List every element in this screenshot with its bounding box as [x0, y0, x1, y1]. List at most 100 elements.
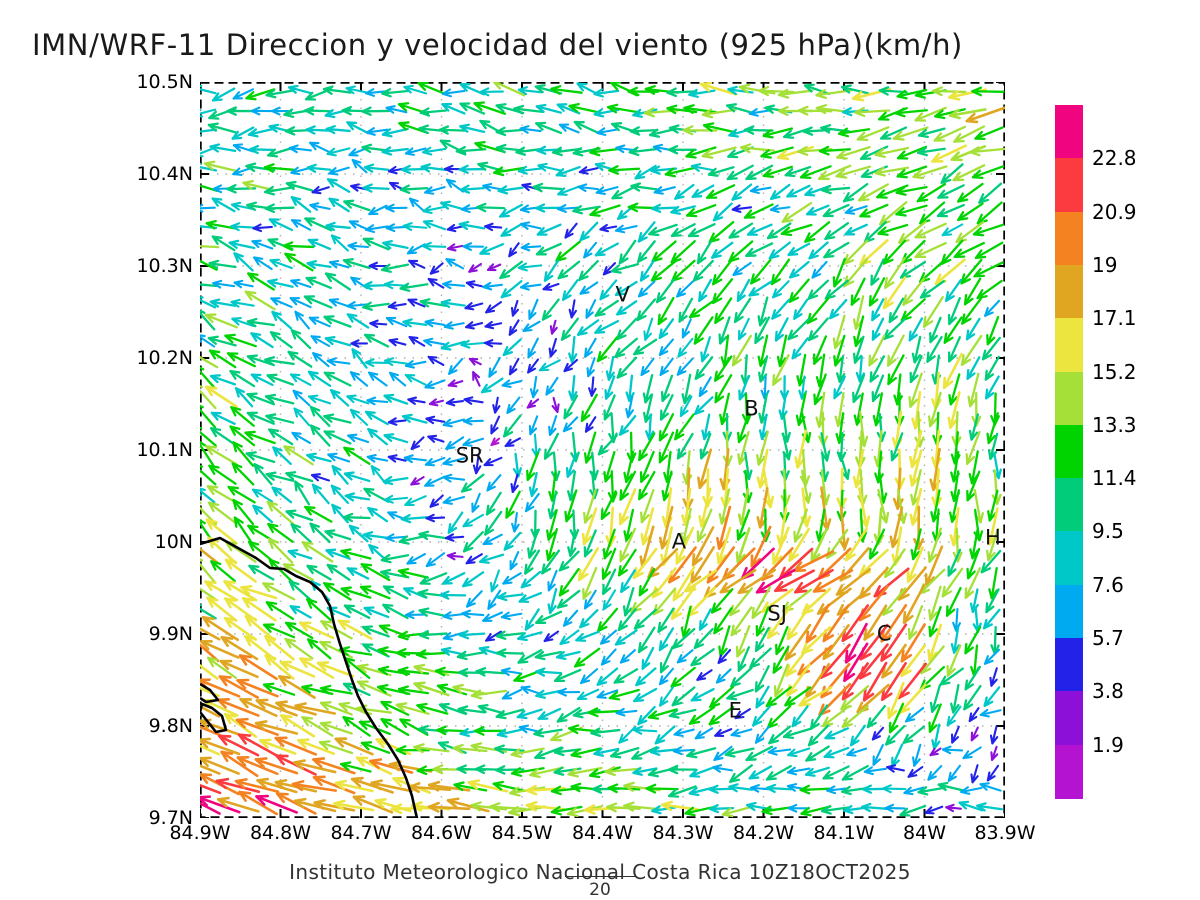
wind-arrow	[362, 281, 390, 291]
wind-arrow	[608, 165, 641, 175]
colorbar-segment	[1055, 744, 1083, 799]
wind-arrow	[458, 164, 486, 175]
wind-arrow	[728, 222, 754, 239]
wind-arrow	[965, 106, 1005, 124]
wind-arrow	[268, 218, 294, 232]
wind-arrow	[836, 145, 871, 160]
wind-arrow	[205, 219, 238, 230]
wind-arrow	[599, 279, 618, 301]
colorbar-segment	[1055, 318, 1083, 373]
wind-arrow	[209, 143, 237, 153]
wind-arrow	[573, 120, 601, 135]
page-title: IMN/WRF-11 Direccion y velocidad del vie…	[32, 28, 963, 62]
wind-arrow	[200, 127, 217, 137]
wind-arrow	[535, 242, 562, 256]
wind-arrow	[455, 145, 487, 156]
wind-arrow	[288, 144, 312, 154]
wind-arrow	[880, 126, 908, 140]
wind-arrow	[308, 316, 331, 328]
wind-arrow	[404, 360, 427, 369]
wind-arrow	[250, 332, 274, 349]
wind-arrow	[200, 184, 219, 192]
wind-arrow	[933, 125, 967, 142]
wind-arrow	[408, 197, 426, 213]
wind-arrow	[303, 106, 333, 116]
wind-arrow	[369, 319, 388, 329]
wind-arrow	[362, 237, 390, 251]
wind-arrow	[269, 258, 293, 270]
footer-page-number: 20	[589, 880, 611, 900]
wind-arrow	[606, 103, 641, 114]
wind-arrow	[211, 197, 236, 213]
wind-arrow	[328, 298, 350, 308]
wind-arrow	[543, 259, 560, 282]
wind-arrow	[440, 200, 467, 211]
wind-arrow	[535, 121, 563, 135]
colorbar-tick-label: 19	[1092, 252, 1118, 277]
wind-arrow	[519, 125, 542, 134]
wind-arrow	[388, 338, 407, 347]
wind-arrow	[403, 84, 428, 95]
wind-arrow	[594, 299, 619, 317]
wind-arrow	[381, 146, 409, 156]
wind-arrow	[420, 163, 448, 173]
wind-arrow	[464, 302, 484, 311]
wind-arrow	[743, 203, 774, 219]
wind-arrow	[446, 223, 464, 233]
wind-arrow	[688, 299, 716, 319]
wind-arrow	[711, 258, 734, 286]
wind-arrow	[957, 202, 984, 222]
colorbar-segment	[1055, 691, 1083, 746]
wind-arrow	[551, 146, 583, 157]
wind-arrow	[618, 239, 637, 265]
wind-arrow	[230, 201, 255, 211]
wind-arrow	[934, 108, 966, 120]
wind-arrow	[200, 296, 217, 309]
wind-arrow	[427, 355, 445, 366]
wind-arrow	[766, 222, 792, 240]
wind-arrow	[399, 184, 429, 194]
wind-arrow	[599, 223, 618, 233]
wind-arrow	[532, 182, 564, 193]
wind-arrow	[953, 125, 986, 143]
wind-arrow	[568, 299, 578, 319]
x-axis-tick-label: 84.2W	[732, 822, 795, 844]
colorbar-tick-label: 20.9	[1092, 199, 1137, 224]
wind-arrow	[226, 106, 257, 116]
wind-arrow	[960, 258, 983, 285]
wind-arrow	[508, 242, 520, 258]
wind-arrow	[837, 127, 871, 138]
wind-arrow	[488, 356, 501, 378]
wind-arrow	[750, 258, 772, 285]
wind-arrow	[497, 185, 524, 195]
wind-arrow	[936, 203, 965, 218]
wind-arrow	[473, 101, 507, 115]
wind-arrow	[247, 127, 275, 138]
wind-arrow	[290, 166, 312, 176]
wind-arrow	[929, 316, 942, 344]
x-axis-tick-label: 84.4W	[571, 822, 634, 844]
wind-arrow	[303, 295, 333, 309]
wind-arrow	[534, 203, 563, 213]
wind-arrow	[634, 164, 657, 180]
wind-arrow	[821, 184, 851, 195]
wind-arrow	[446, 243, 464, 252]
wind-arrow	[248, 144, 275, 155]
colorbar-tick-label: 15.2	[1092, 359, 1137, 384]
wind-arrow	[748, 280, 773, 297]
wind-arrow	[628, 146, 659, 157]
wind-arrow	[290, 196, 312, 213]
wind-arrow	[558, 123, 580, 134]
wind-arrow	[630, 182, 659, 192]
wind-arrow	[698, 278, 713, 302]
wind-arrow	[264, 356, 295, 366]
colorbar-segment	[1055, 478, 1083, 533]
wind-arrow	[639, 259, 655, 282]
wind-arrow	[731, 183, 753, 201]
colorbar-segment	[1055, 371, 1083, 426]
wind-arrow	[309, 202, 331, 211]
wind-arrow	[914, 222, 947, 239]
y-axis-tick-label: 10.2N	[136, 347, 193, 369]
wind-arrow	[465, 321, 484, 330]
wind-arrow	[589, 146, 621, 157]
